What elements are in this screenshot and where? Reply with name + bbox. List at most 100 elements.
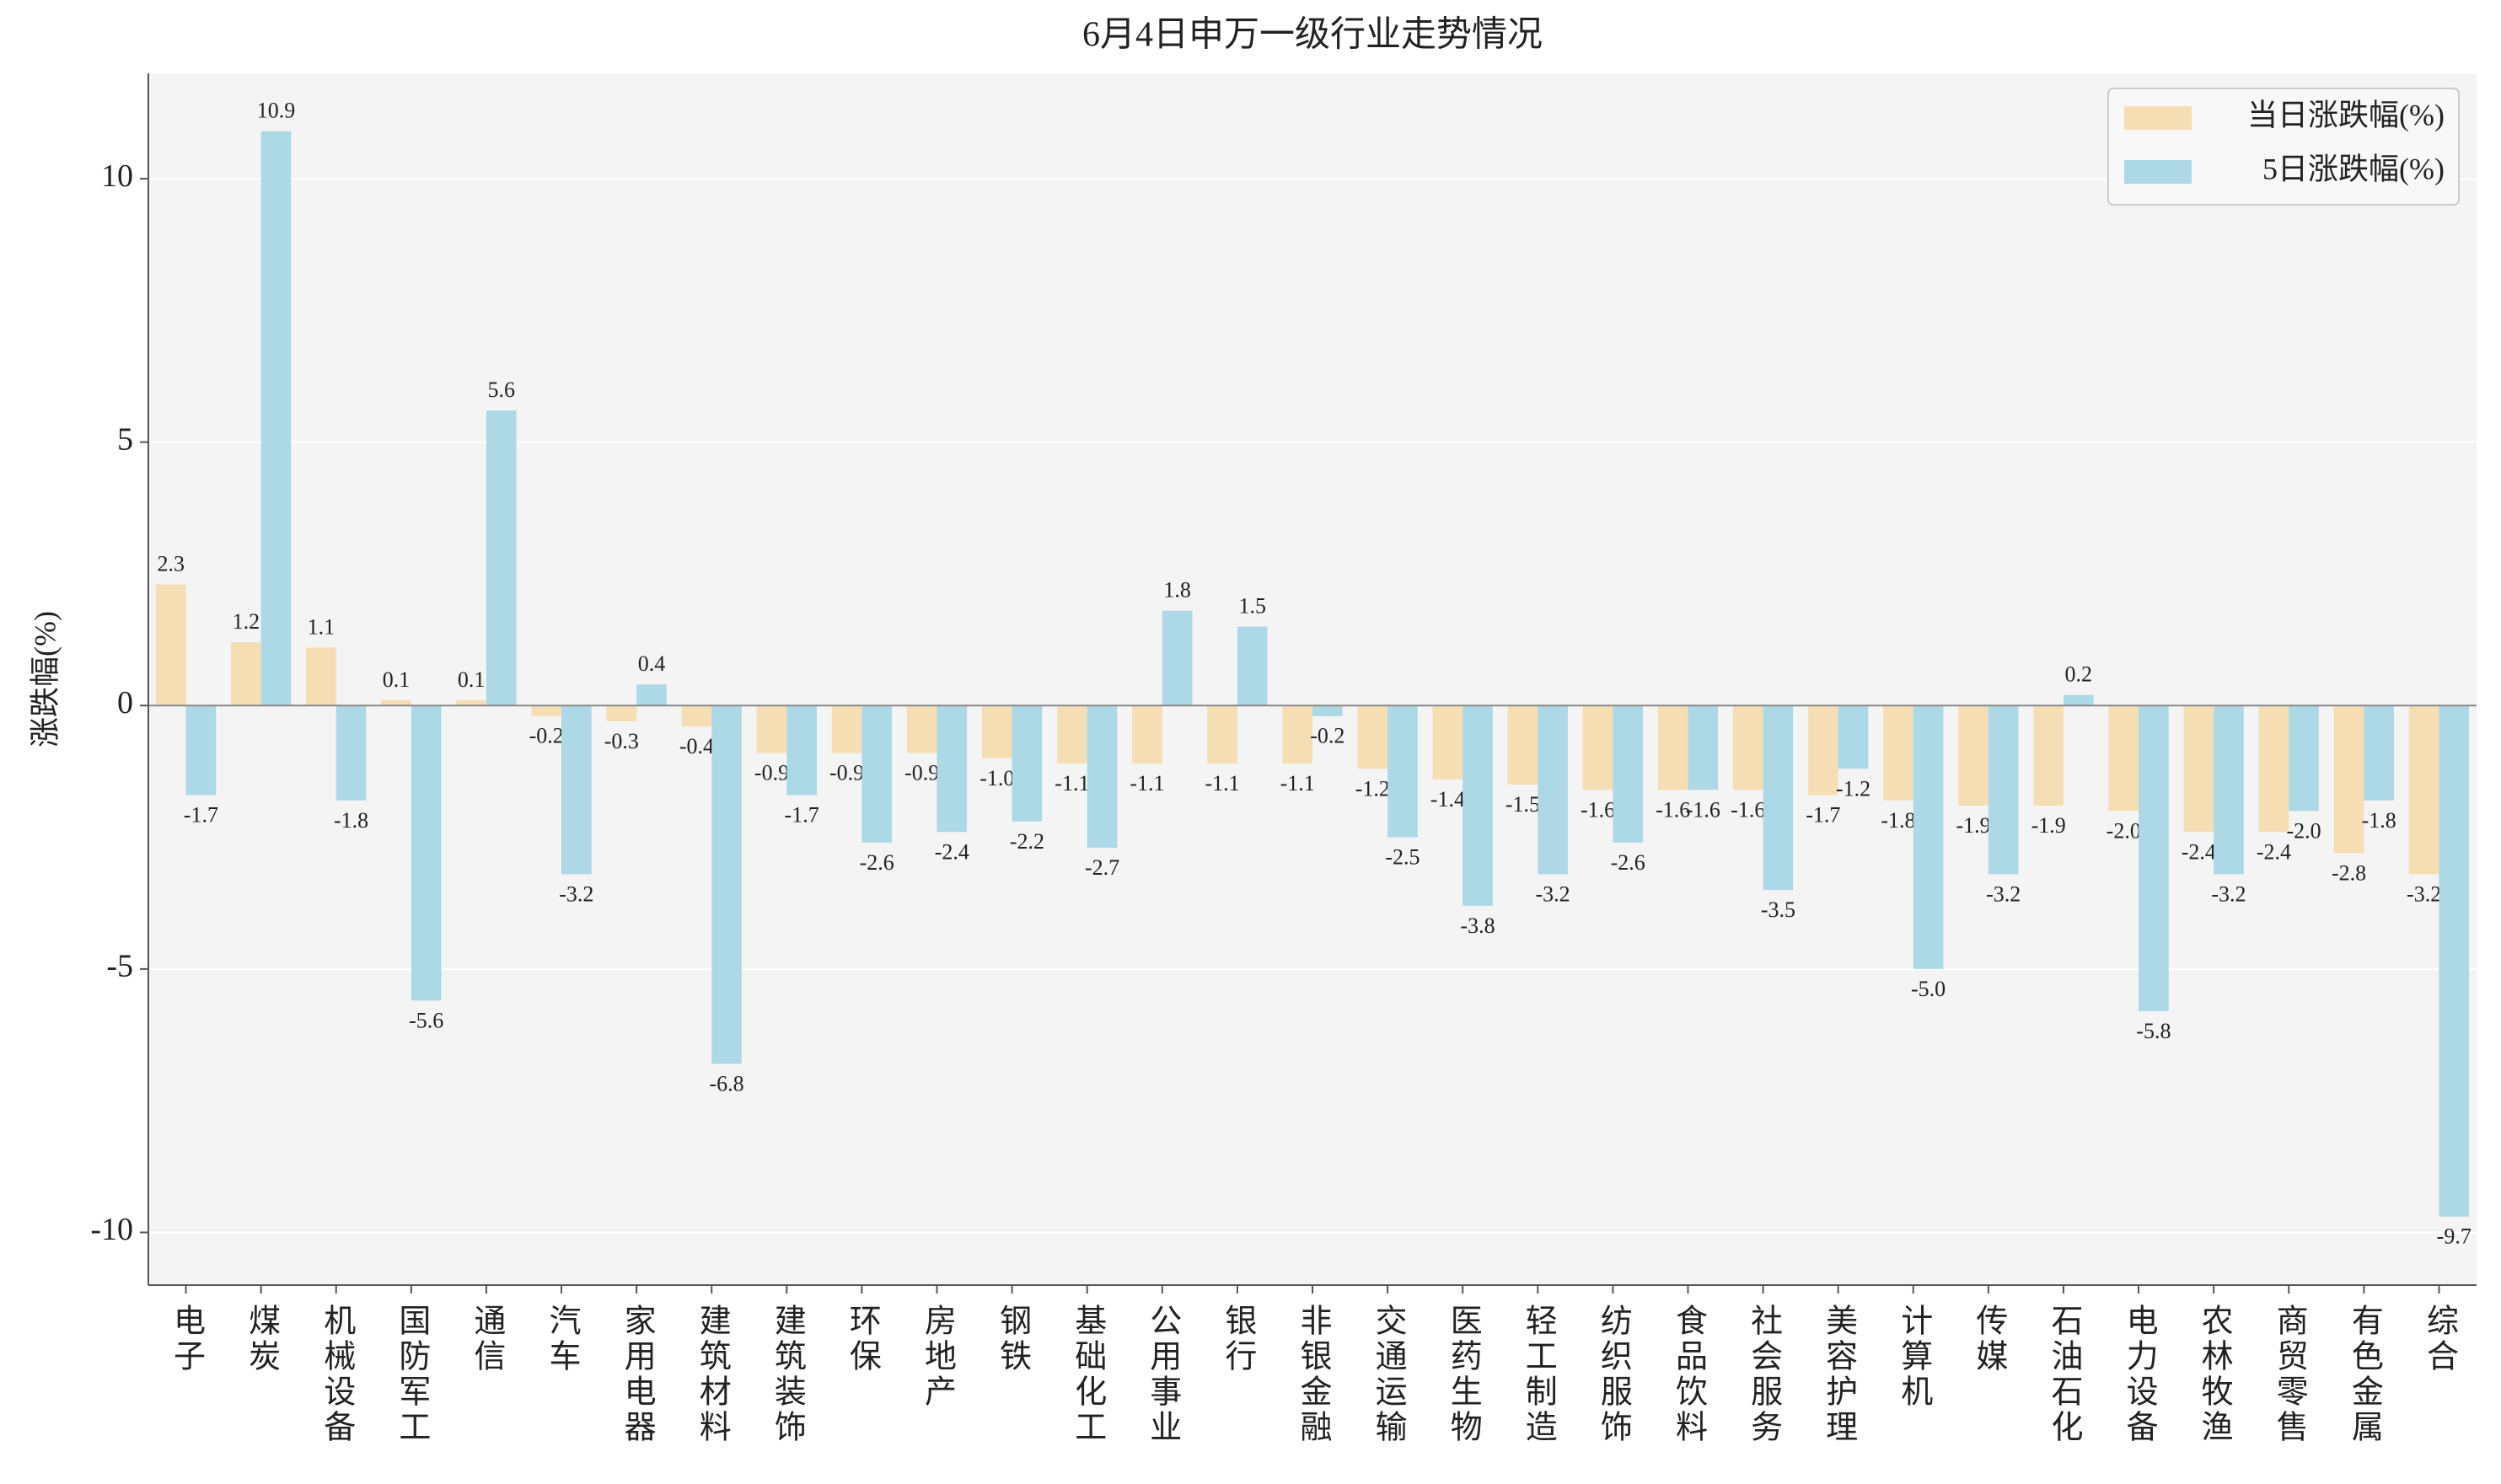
value-label: -1.6: [1656, 797, 1690, 822]
bar: [636, 684, 667, 706]
bar: [606, 705, 637, 722]
value-label: 0.1: [458, 667, 486, 692]
value-label: -0.3: [604, 729, 639, 753]
x-tick-label: 食品饮料: [1670, 1304, 1707, 1445]
value-label: -2.5: [1385, 845, 1420, 870]
bar: [1162, 610, 1193, 706]
value-label: -1.1: [1130, 771, 1164, 796]
value-label: -2.0: [2107, 818, 2141, 843]
value-label: -9.7: [2437, 1224, 2471, 1249]
value-label: -1.7: [184, 803, 218, 828]
bar: [486, 410, 517, 706]
x-tick-label: 美容护理: [1821, 1304, 1857, 1445]
x-tick-label: 电子: [169, 1304, 205, 1374]
y-axis-label: 涨跌幅(%): [28, 611, 62, 747]
bar: [1087, 705, 1118, 849]
value-label: -1.7: [785, 803, 819, 828]
value-label: -1.4: [1430, 787, 1465, 812]
bar: [1312, 705, 1343, 716]
bar: [906, 705, 937, 753]
bar: [1012, 705, 1043, 822]
x-tick-label: 非银金融: [1295, 1304, 1331, 1445]
bar: [1838, 705, 1869, 769]
bar: [1282, 705, 1312, 764]
bar: [1883, 705, 1913, 801]
value-label: -0.9: [904, 760, 939, 785]
value-label: -1.0: [979, 766, 1014, 790]
x-tick-label: 综合: [2421, 1304, 2457, 1374]
bar: [1913, 705, 1944, 969]
x-tick-label: 银行: [1220, 1304, 1257, 1374]
bar: [306, 647, 336, 706]
bar: [1432, 705, 1463, 780]
bar: [231, 642, 261, 706]
bar: [2214, 705, 2244, 875]
bar: [1237, 626, 1268, 706]
bar: [2108, 705, 2139, 812]
x-tick-label: 房地产: [920, 1304, 956, 1410]
x-tick-label: 有色金属: [2346, 1304, 2382, 1445]
value-label: -1.1: [1205, 771, 1239, 796]
bar: [456, 700, 486, 706]
x-tick-label: 钢铁: [995, 1304, 1031, 1374]
value-label: -2.8: [2332, 860, 2366, 885]
value-label: 0.4: [638, 651, 666, 676]
bar: [561, 705, 592, 875]
bar: [711, 705, 742, 1064]
value-label: -0.9: [829, 760, 864, 785]
bar: [1688, 705, 1719, 790]
bar: [937, 705, 968, 833]
value-label: -2.7: [1085, 855, 1119, 880]
legend-label: 当日涨跌幅(%): [2247, 98, 2445, 131]
value-label: -0.4: [679, 734, 714, 758]
value-label: -1.9: [1956, 813, 1990, 838]
bar: [155, 584, 186, 706]
bar: [1057, 705, 1087, 764]
value-label: -2.4: [2182, 839, 2216, 864]
bar: [2033, 705, 2064, 806]
bar: [1763, 705, 1794, 891]
value-label: -1.1: [1055, 771, 1089, 796]
bar: [2289, 705, 2319, 812]
bar: [260, 131, 292, 706]
x-tick-label: 汽车: [544, 1304, 580, 1374]
bar: [1207, 705, 1237, 764]
bar: [1613, 705, 1644, 843]
bar: [381, 700, 411, 706]
value-label: -3.2: [1536, 881, 1570, 906]
bar: [2364, 705, 2394, 801]
y-tick-label: 0: [117, 685, 133, 721]
value-label: -2.0: [2286, 818, 2321, 843]
bar: [335, 705, 367, 801]
bar: [1387, 705, 1418, 838]
x-tick-label: 轻工制造: [1520, 1304, 1556, 1445]
value-label: 1.5: [1238, 593, 1266, 618]
x-tick-label: 家用电器: [619, 1304, 655, 1445]
value-label: -1.8: [1881, 808, 1915, 833]
x-tick-label: 计算机: [1896, 1304, 1932, 1410]
value-label: -3.2: [2211, 881, 2246, 906]
value-label: 5.6: [488, 378, 516, 402]
bar: [1462, 705, 1493, 906]
value-label: 10.9: [257, 99, 296, 123]
bar: [1808, 705, 1838, 796]
value-label: 1.8: [1163, 578, 1191, 603]
bar: [2139, 705, 2169, 1011]
value-label: -1.9: [2031, 813, 2066, 838]
chart-title: 6月4日申万一级行业走势情况: [1082, 16, 1543, 55]
bar: [1988, 705, 2019, 875]
value-label: -5.0: [1911, 977, 1946, 1001]
x-tick-label: 环保: [844, 1304, 881, 1374]
value-label: -0.9: [754, 760, 789, 785]
value-label: -2.4: [2257, 839, 2291, 864]
x-tick-label: 农林牧渔: [2196, 1304, 2232, 1445]
bar: [2333, 705, 2364, 854]
bar: [2063, 694, 2094, 706]
value-label: -0.2: [1310, 724, 1344, 748]
x-tick-label: 传媒: [1971, 1304, 2008, 1374]
bar: [681, 705, 712, 727]
value-label: -1.8: [2362, 808, 2396, 833]
y-tick-label: -5: [106, 949, 133, 984]
value-label: -5.6: [409, 1008, 443, 1032]
